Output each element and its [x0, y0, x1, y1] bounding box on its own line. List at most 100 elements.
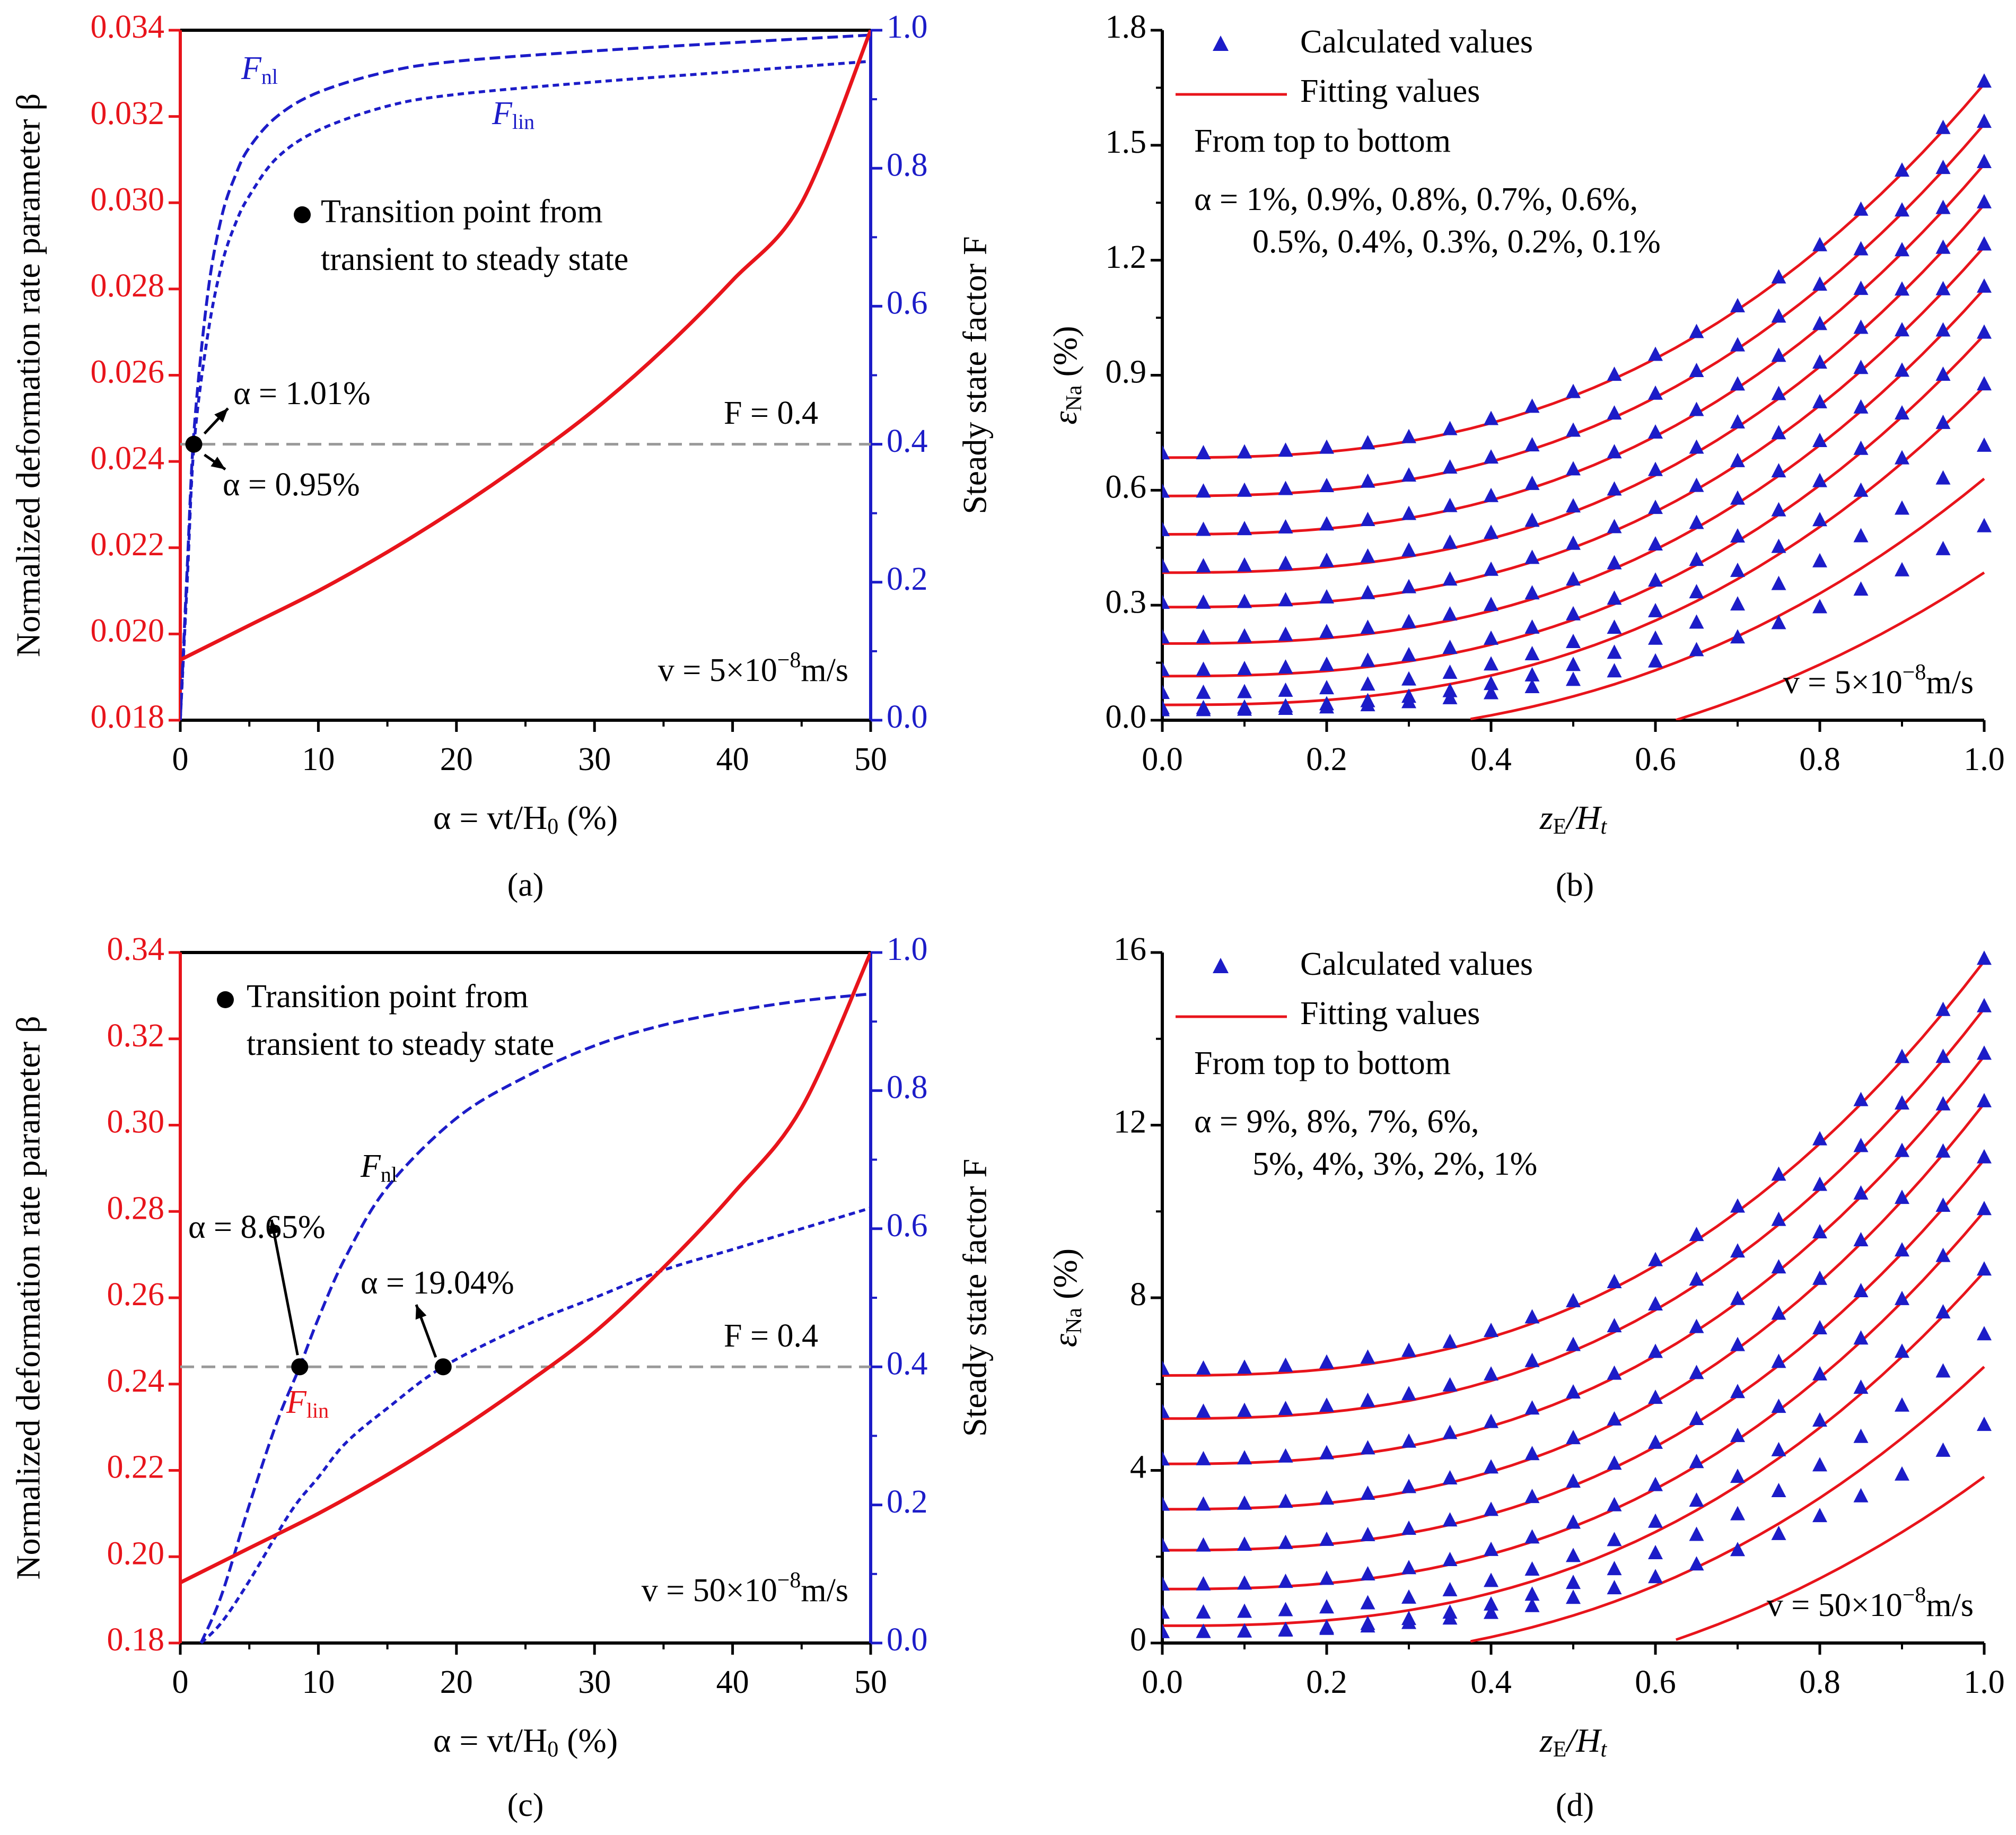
calculated-marker-8%	[1771, 1211, 1786, 1226]
calculated-marker-0.5%	[1771, 463, 1786, 478]
calculated-marker-7%	[1977, 1045, 1992, 1060]
legend-fitting-label: Fitting values	[1300, 995, 1480, 1032]
calculated-marker-6%	[1935, 1143, 1951, 1158]
velocity-pre: v = 50×10	[642, 1572, 777, 1609]
calculated-marker-4%	[1237, 1575, 1252, 1590]
calculated-marker-0.8%	[1524, 475, 1540, 490]
calculated-marker-5%	[1278, 1534, 1293, 1549]
annotation-2: α = 19.04%	[361, 1265, 514, 1301]
x-tick-label: 0.4	[1470, 1664, 1512, 1700]
calculated-marker-3%	[1771, 1441, 1786, 1456]
y-right-tick-label: 0.2	[887, 561, 928, 597]
x-tick-label: 0.8	[1799, 1664, 1840, 1700]
calculated-marker-8%	[1401, 1386, 1416, 1401]
y-tick-label: 0.6	[1106, 469, 1147, 505]
y-left-axis-title: Normalized deformation rate parameter β	[10, 93, 47, 657]
calculated-marker-1%	[1442, 421, 1458, 435]
y-tick-label: 12	[1114, 1104, 1146, 1140]
calculated-marker-5%	[1196, 1537, 1211, 1552]
calculated-marker-6%	[1524, 1446, 1540, 1461]
calculated-marker-0.2%	[1935, 470, 1951, 485]
calculated-marker-0.2%	[1730, 596, 1745, 611]
calculated-marker-8%	[1566, 1336, 1581, 1351]
calculated-marker-0.6%	[1566, 535, 1581, 550]
x-tick-label: 0.2	[1306, 1664, 1347, 1700]
calculated-marker-0.9%	[1730, 337, 1745, 352]
x-tick-label: 30	[578, 1664, 611, 1700]
calculated-marker-4%	[1977, 1201, 1992, 1216]
y-left-tick-label: 0.030	[91, 181, 165, 217]
calculated-marker-0.1%	[1484, 685, 1498, 700]
y-right-tick-label: 0.4	[887, 423, 928, 459]
calculated-marker-6%	[1442, 1470, 1458, 1485]
chart-d: 0.0 0.2 0.4 0.6 0.8 1.0 0 4 8 12 16 εNa (%) zE/Ht Cal…	[1046, 931, 2005, 1761]
calculated-marker-0.3%	[1730, 562, 1745, 577]
calculated-marker-0.8%	[1484, 487, 1498, 502]
y-left-tick-label: 0.032	[91, 95, 165, 132]
calculated-marker-3%	[1524, 1561, 1540, 1576]
calculated-marker-5%	[1319, 1531, 1334, 1546]
calculated-marker-5%	[1360, 1527, 1375, 1542]
calculated-marker-0.1%	[1648, 653, 1663, 668]
y-tick-label: 0.3	[1106, 584, 1147, 620]
calculated-marker-4%	[1566, 1514, 1581, 1529]
calculated-marker-0.6%	[1319, 589, 1334, 604]
calculated-marker-6%	[1162, 1496, 1170, 1511]
velocity-post: m/s	[801, 652, 848, 688]
calculated-marker-5%	[1566, 1473, 1581, 1488]
calculated-marker-0.4%	[1401, 646, 1416, 661]
calculated-marker-0.8%	[1853, 281, 1869, 295]
y-right-axis-title: Steady state factor F	[956, 1159, 994, 1437]
calculated-marker-0.6%	[1689, 477, 1704, 492]
calculated-marker-0.4%	[1196, 661, 1211, 676]
calculated-marker-8%	[1812, 1176, 1827, 1191]
calculated-marker-0.7%	[1484, 525, 1498, 539]
calculated-marker-9%	[1319, 1354, 1334, 1369]
calculated-marker-0.3%	[1977, 376, 1992, 391]
calculated-marker-8%	[1648, 1296, 1663, 1311]
calculated-marker-2%	[1771, 1482, 1786, 1497]
x-title-main: α = vt/H	[433, 1722, 547, 1759]
calculated-marker-4%	[1730, 1428, 1745, 1443]
calculated-marker-0.4%	[1607, 590, 1622, 605]
calculated-marker-4%	[1196, 1576, 1211, 1591]
calculated-marker-3%	[1812, 1412, 1827, 1427]
calculated-marker-1%	[1401, 429, 1416, 443]
note-title: From top to bottom	[1194, 123, 1451, 159]
y-tick-label: 1.2	[1106, 239, 1147, 275]
calculated-marker-0.3%	[1771, 538, 1786, 553]
calculated-marker-0.9%	[1401, 467, 1416, 482]
calculated-marker-0.8%	[1237, 521, 1252, 536]
calculated-marker-0.8%	[1319, 516, 1334, 531]
calculated-marker-0.5%	[1689, 514, 1704, 529]
fitting-curve-0.2%	[1470, 477, 1985, 720]
annotation-arrow-1-head	[214, 408, 228, 423]
calculated-marker-0.3%	[1895, 450, 1909, 465]
note-title: From top to bottom	[1194, 1045, 1451, 1081]
fitting-curve-2%	[1470, 1366, 1985, 1643]
calculated-marker-1%	[1977, 73, 1992, 88]
calculated-marker-1%	[1360, 435, 1375, 450]
calculated-marker-8%	[1442, 1377, 1458, 1392]
calculated-marker-0.2%	[1648, 630, 1663, 645]
calculated-marker-0.4%	[1484, 630, 1498, 645]
y-right-tick-label: 1.0	[887, 9, 928, 45]
calculated-marker-6%	[1853, 1232, 1869, 1247]
calculated-marker-0.7%	[1319, 553, 1334, 567]
plot-area	[180, 29, 871, 721]
calculated-marker-0.6%	[1935, 281, 1951, 295]
calculated-marker-0.2%	[1812, 553, 1827, 567]
calculated-marker-7%	[1853, 1185, 1869, 1200]
calculated-marker-0.8%	[1812, 316, 1827, 330]
calculated-marker-7%	[1237, 1450, 1252, 1465]
y-left-tick-label: 0.18	[107, 1622, 165, 1658]
x-tick-label: 1.0	[1964, 1664, 2005, 1700]
calculated-marker-5%	[1935, 1198, 1951, 1212]
calculated-marker-0.8%	[1935, 199, 1951, 214]
calculated-marker-7%	[1162, 1451, 1170, 1466]
annotation-arrow-1-shaft	[270, 1219, 299, 1356]
calculated-marker-0.2%	[1607, 644, 1622, 659]
legend-calculated-marker	[1213, 958, 1229, 973]
calculated-marker-9%	[1689, 1227, 1704, 1242]
